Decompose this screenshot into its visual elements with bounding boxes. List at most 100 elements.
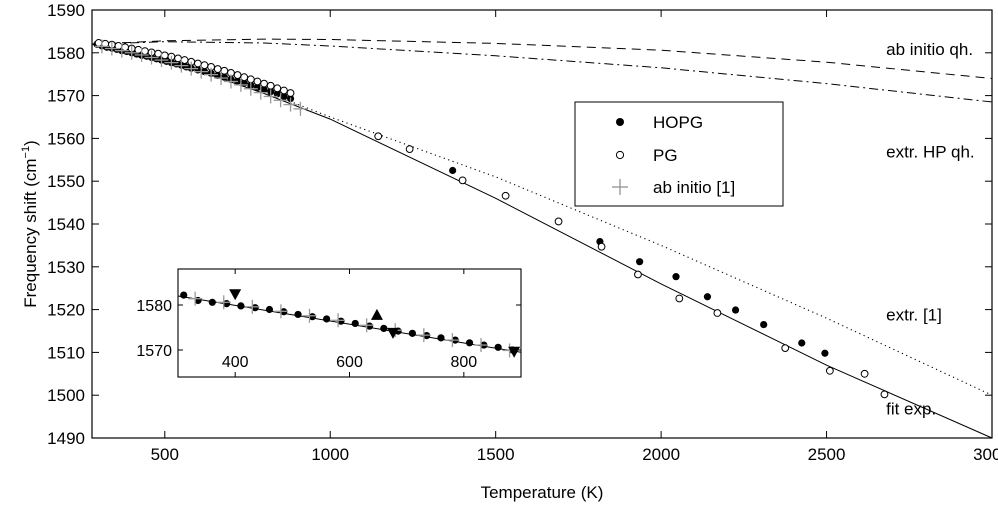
y-tick-label: 1550 [47, 172, 85, 191]
hopg-point [260, 86, 268, 94]
inset-fit-line [177, 295, 522, 353]
ab-initio-1-point [104, 41, 119, 56]
pg-point [825, 366, 834, 375]
inset-curves [177, 295, 522, 353]
curve-annotations: ab initio qh. extr. HP qh. extr. [1] fit ex… [886, 40, 975, 419]
ab-initio-1-point [174, 58, 189, 73]
pg-point [240, 73, 249, 82]
hopg-point [636, 258, 644, 266]
inset-hopg-point [437, 334, 445, 342]
inset-ab-initio-1-point [416, 328, 431, 343]
ab-initio-1-point [114, 43, 129, 58]
inset-markers [180, 289, 521, 358]
hopg-point [449, 166, 457, 175]
inset-ab-initio-1-point [273, 304, 288, 319]
inset-hopg-point [337, 317, 345, 325]
inset-triangle-down-point [229, 289, 242, 301]
x-tick-label: 3000 [973, 445, 998, 464]
inset-ab-initio-1-point [331, 313, 346, 328]
y-tick-label: 1570 [47, 87, 85, 106]
pg-point [266, 81, 275, 90]
pg-point [405, 145, 414, 154]
ab-initio-1-point [233, 77, 248, 92]
ab-initio-1-point [184, 61, 199, 76]
pg-point [253, 77, 262, 86]
annotation-label: extr. HP qh. [886, 143, 975, 162]
annotation-label: fit exp. [886, 399, 936, 418]
pg-point [554, 217, 563, 226]
inset-ab-initio-1-point [216, 295, 231, 310]
x-axis-label: Temperature (K) [481, 483, 604, 502]
pg-point [273, 84, 282, 93]
hopg-point [760, 320, 768, 329]
legend: HOPG PG ab initio [1] [574, 101, 784, 207]
inset-ab-initio-1-point [473, 338, 488, 353]
pg-point [374, 132, 383, 141]
ab-initio-1-point [154, 53, 169, 68]
main-axes-ticks: 500 1000 1500 2000 2500 3000 1490 1500 1510 1520 1… [47, 1, 998, 464]
pg-point [193, 59, 202, 68]
pg-point [213, 65, 222, 73]
hopg-point [798, 339, 806, 347]
ab-initio-1-point [253, 85, 268, 100]
pg-point [174, 54, 182, 63]
inset-x-tick-label: 800 [450, 354, 477, 371]
pg-point [458, 176, 467, 185]
main-curves [91, 38, 993, 439]
pg-point [597, 242, 606, 251]
y-tick-label: 1510 [47, 343, 85, 362]
ab-initio-1-point [194, 64, 209, 79]
pg-point [880, 390, 889, 399]
x-tick-label: 2500 [808, 445, 846, 464]
hopg-point [220, 73, 228, 81]
inset-ab-initio-1-point [245, 299, 260, 314]
inset-hopg-point [308, 313, 316, 321]
y-axis-label: Frequency shift (cm−1) [20, 140, 40, 307]
pg-point [260, 79, 268, 88]
hopg-point [672, 273, 680, 281]
inset-y-tick-label: 1570 [136, 343, 172, 360]
y-tick-label: 1500 [47, 386, 85, 405]
pg-point [246, 75, 255, 84]
inset-hopg-point [380, 324, 388, 332]
inset-ab-initio-1-point [445, 333, 460, 348]
inset-hopg-point [180, 291, 188, 299]
ab-initio-1-point [273, 93, 288, 108]
pg-point [233, 71, 242, 79]
pg-point [200, 61, 209, 70]
hopg-point [273, 90, 281, 98]
legend-hopg-marker [616, 118, 624, 126]
inset-frame [177, 268, 522, 378]
hopg-point [194, 66, 202, 74]
inset-hopg-point [494, 343, 502, 351]
pg-point [121, 43, 129, 52]
inset-y-tick-label: 1580 [136, 298, 172, 315]
pg-point [634, 270, 642, 279]
inset-ab-initio-1-point [188, 291, 203, 306]
inset-hopg-point [465, 339, 474, 347]
inset-chart: 400 600 800 1570 1580 [136, 268, 522, 378]
legend-hopg-label: HOPG [653, 113, 703, 132]
inset-hopg-point [408, 329, 416, 337]
pg-point [180, 56, 189, 64]
inset-hopg-point [351, 319, 359, 328]
pg-point [501, 191, 510, 200]
y-axis-label-main: Frequency shift (cm [21, 158, 40, 307]
inset-hopg-point [237, 302, 245, 310]
ab-initio-1-point [293, 101, 308, 116]
y-tick-label: 1540 [47, 215, 85, 234]
y-axis-label-close: ) [21, 140, 40, 146]
inset-x-tick-label: 400 [222, 354, 249, 371]
inset-hopg-point [365, 322, 374, 330]
curve-dashed [91, 38, 993, 79]
x-tick-label: 2000 [642, 445, 680, 464]
y-tick-label: 1580 [47, 44, 85, 63]
y-tick-label: 1490 [47, 429, 85, 448]
inset-hopg-point [294, 310, 302, 319]
inset-x-tick-label: 600 [336, 354, 363, 371]
y-tick-label: 1520 [47, 301, 85, 320]
ab-initio-1-point [243, 81, 258, 96]
ab-initio-1-point [263, 89, 278, 104]
hopg-point [731, 306, 740, 314]
curve-dashdot [91, 41, 993, 103]
